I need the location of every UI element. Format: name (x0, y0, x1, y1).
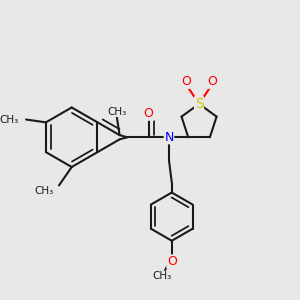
Text: O: O (167, 255, 177, 268)
Text: CH₃: CH₃ (152, 271, 172, 281)
Text: CH₃: CH₃ (34, 186, 53, 196)
Text: O: O (207, 75, 217, 88)
Text: S: S (195, 97, 203, 111)
Text: CH₃: CH₃ (107, 106, 126, 117)
Text: O: O (182, 75, 191, 88)
Text: N: N (164, 131, 174, 144)
Text: O: O (144, 107, 154, 120)
Text: CH₃: CH₃ (0, 115, 19, 124)
